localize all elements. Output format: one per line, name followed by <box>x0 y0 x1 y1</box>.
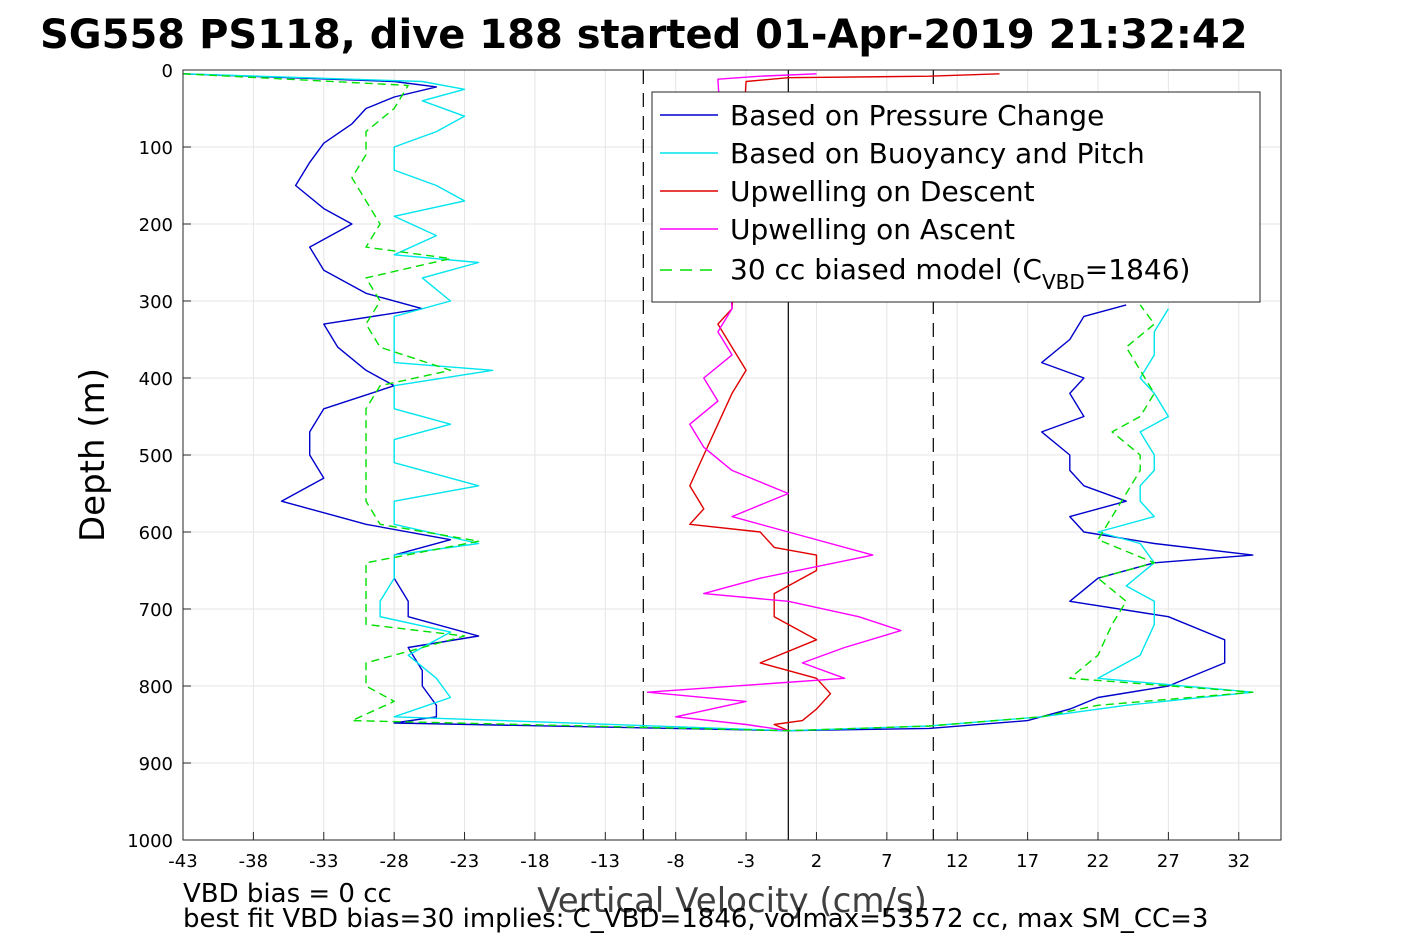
series-line-1 <box>182 73 1254 732</box>
x-tick-label: -23 <box>450 851 479 872</box>
y-tick-label: 400 <box>139 369 173 390</box>
series-group <box>182 73 1254 732</box>
y-tick-label: 800 <box>139 677 173 698</box>
y-tick-label: 900 <box>139 754 173 775</box>
x-tick-label: 12 <box>946 851 969 872</box>
y-tick-label: 300 <box>139 292 173 313</box>
x-tick-label: 22 <box>1087 851 1110 872</box>
y-tick-label: 700 <box>139 600 173 621</box>
x-tick-label: 2 <box>811 851 822 872</box>
legend-label-0: Based on Pressure Change <box>730 99 1104 132</box>
x-tick-label: -28 <box>379 851 408 872</box>
x-tick-label: 27 <box>1157 851 1180 872</box>
legend-label-model: 30 cc biased model (CVBD=1846) <box>730 253 1190 294</box>
legend-items: Based on Pressure Change Based on Buoyanc… <box>660 99 1145 246</box>
series-line-4 <box>182 73 1254 732</box>
x-axis-label: Vertical Velocity (cm/s) <box>537 881 927 921</box>
series-line-3 <box>646 73 902 732</box>
x-tick-label: -8 <box>667 851 685 872</box>
y-tick-label: 600 <box>139 523 173 544</box>
y-axis-label: Depth (m) <box>73 368 113 542</box>
x-tick-label: -33 <box>309 851 338 872</box>
x-tick-label: -18 <box>520 851 549 872</box>
x-tick-label: 32 <box>1227 851 1250 872</box>
x-tick-label: -38 <box>239 851 268 872</box>
legend-label-3: Upwelling on Ascent <box>730 213 1015 246</box>
footer-best-fit: best fit VBD bias=30 implies: C_VBD=1846… <box>183 904 1208 934</box>
legend: Based on Pressure Change Based on Buoyanc… <box>651 91 1261 303</box>
x-ticks: -43 -38 -33 -28 -23 -18 -13 -8 -3 2 7 12 17 22 27 32 <box>168 832 1250 872</box>
chart-title: SG558 PS118, dive 188 started 01-Apr-201… <box>40 12 1248 58</box>
y-ticks: 0 100 200 300 400 500 600 700 800 900 1000 <box>127 61 191 852</box>
series-line-2 <box>689 73 1000 732</box>
x-tick-label: -43 <box>168 851 197 872</box>
y-tick-label: 100 <box>139 138 173 159</box>
x-tick-label: -3 <box>737 851 755 872</box>
legend-label-1: Based on Buoyancy and Pitch <box>730 137 1145 170</box>
y-tick-label: 1000 <box>127 831 173 852</box>
legend-box <box>651 91 1261 303</box>
legend-label-2: Upwelling on Descent <box>730 175 1035 208</box>
footer-vbd-bias: VBD bias = 0 cc <box>183 879 392 909</box>
y-tick-label: 200 <box>139 215 173 236</box>
x-tick-label: 17 <box>1016 851 1039 872</box>
y-tick-label: 500 <box>139 446 173 467</box>
y-tick-label: 0 <box>162 61 173 82</box>
x-tick-label: 7 <box>881 851 892 872</box>
x-tick-label: -13 <box>591 851 620 872</box>
series-line-0 <box>182 73 1254 732</box>
